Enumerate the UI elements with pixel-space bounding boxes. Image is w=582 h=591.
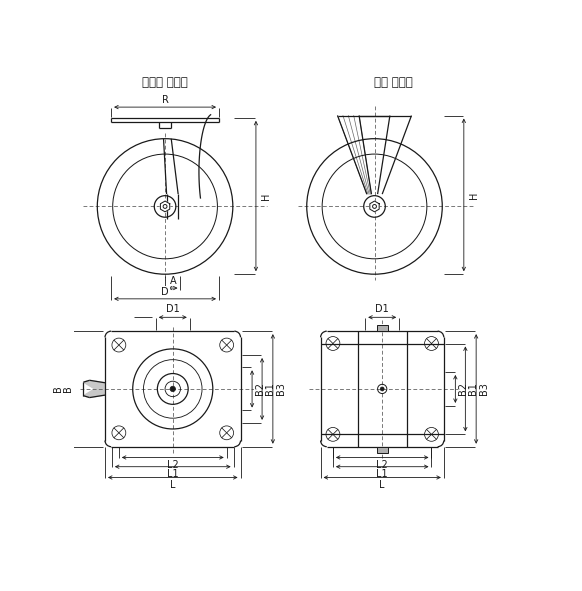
Text: D1: D1: [166, 304, 180, 314]
Text: L1: L1: [167, 469, 179, 479]
Text: R: R: [162, 95, 169, 105]
Text: 고정 캐스터: 고정 캐스터: [374, 76, 413, 89]
Bar: [377, 447, 388, 453]
Text: D: D: [161, 287, 169, 297]
Text: B2: B2: [459, 382, 469, 395]
Circle shape: [163, 204, 167, 209]
Text: L2: L2: [167, 460, 179, 470]
Circle shape: [170, 387, 175, 392]
Text: A: A: [169, 276, 176, 286]
Circle shape: [372, 204, 377, 209]
Text: 스위벨 캐스터: 스위벨 캐스터: [142, 76, 188, 89]
Text: B2: B2: [255, 382, 265, 395]
Text: B3: B3: [276, 382, 286, 395]
Text: L1: L1: [377, 469, 388, 479]
Text: B3: B3: [479, 382, 489, 395]
Text: B1: B1: [469, 382, 478, 395]
Text: H: H: [261, 192, 271, 200]
Text: H: H: [469, 191, 479, 199]
Polygon shape: [161, 201, 170, 212]
Text: B1: B1: [265, 382, 275, 395]
Polygon shape: [370, 201, 379, 212]
Text: L2: L2: [377, 460, 388, 470]
Text: B: B: [63, 385, 73, 392]
Polygon shape: [83, 383, 105, 398]
Text: L: L: [379, 480, 385, 490]
Polygon shape: [83, 380, 105, 395]
Circle shape: [380, 387, 384, 391]
Text: B: B: [52, 385, 63, 392]
Text: L: L: [170, 480, 176, 490]
Text: D1: D1: [375, 304, 389, 314]
Bar: [377, 325, 388, 331]
